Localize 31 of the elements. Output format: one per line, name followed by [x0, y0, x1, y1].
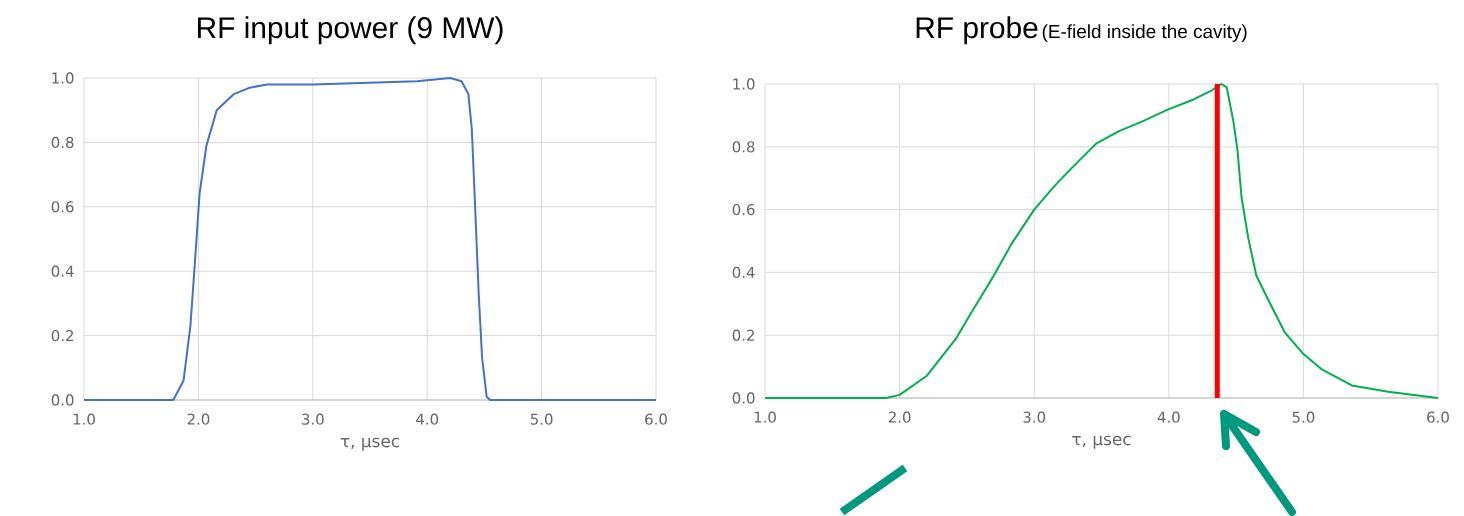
chart-subtitle: (E-field inside the cavity): [1042, 24, 1247, 42]
y-tick-label: 0.4: [732, 266, 755, 279]
x-tick-label: 4.0: [1157, 411, 1180, 423]
x-tick-label: 2.0: [888, 411, 911, 423]
y-tick-label: 0.8: [732, 141, 755, 153]
x-axis-title: τ, µsec: [340, 437, 400, 451]
x-tick-label: 6.0: [645, 413, 667, 425]
chart-title: RF input power (9 MW): [198, 16, 503, 45]
x-tick-label: 1.0: [73, 413, 95, 425]
y-tick-label: 0.6: [51, 201, 74, 213]
x-tick-label: 5.0: [1292, 411, 1315, 423]
x-tick-label: 3.0: [302, 413, 324, 425]
y-tick-label: 0.4: [51, 265, 74, 277]
line-series: [83, 77, 658, 401]
y-tick-label: 0.8: [51, 136, 74, 149]
x-tick-label: 5.0: [530, 413, 553, 425]
x-tick-label: 2.0: [187, 413, 210, 425]
x-axis-title: τ, µsec: [1072, 435, 1131, 449]
x-tick-label: 4.0: [416, 413, 439, 425]
y-tick-label: 1.0: [52, 72, 74, 84]
y-tick-label: 0.2: [51, 329, 73, 342]
y-tick-label: 0.0: [732, 392, 755, 404]
chart-title: RF probe: [916, 16, 1038, 45]
y-tick-label: 0.6: [732, 203, 755, 216]
x-tick-label: 6.0: [1427, 411, 1449, 423]
x-tick-label: 1.0: [754, 411, 776, 423]
y-tick-label: 0.0: [51, 394, 74, 406]
line-series: [764, 83, 1440, 399]
x-tick-label: 3.0: [1023, 411, 1046, 423]
y-tick-label: 0.2: [732, 329, 754, 341]
y-tick-label: 1.0: [733, 78, 755, 90]
